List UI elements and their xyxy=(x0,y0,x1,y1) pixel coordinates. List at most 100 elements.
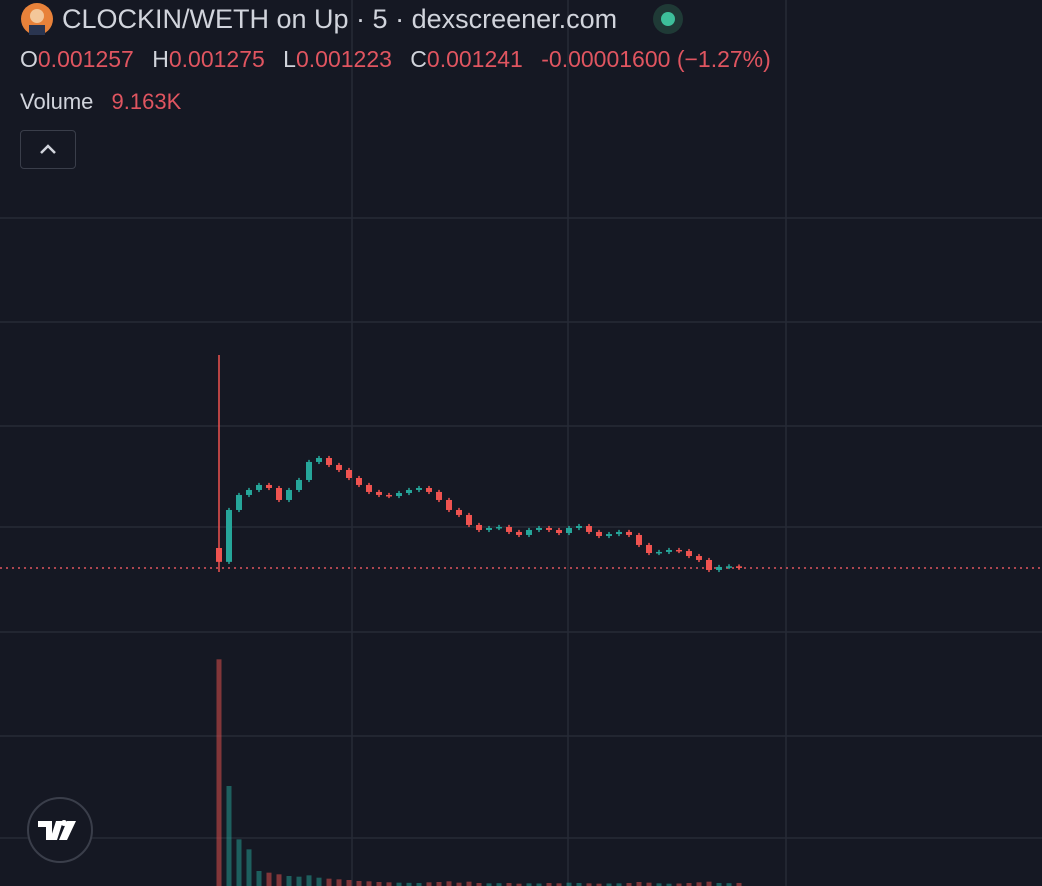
candle-body xyxy=(346,469,352,479)
volume-bar xyxy=(396,882,402,886)
candle-body xyxy=(726,566,732,568)
volume-bar xyxy=(716,883,722,886)
candle-body xyxy=(426,488,432,492)
volume-bar xyxy=(226,786,232,886)
volume-bar xyxy=(366,881,372,886)
volume-bar xyxy=(486,883,492,886)
logo-mark xyxy=(38,820,76,840)
candle-body xyxy=(366,484,372,492)
chevron-icon xyxy=(40,144,56,154)
volume-bar xyxy=(386,882,392,886)
change-pct: (−1.27%) xyxy=(676,46,771,72)
token-icon xyxy=(21,3,53,35)
candle-body xyxy=(486,528,492,530)
candle-body xyxy=(476,524,482,530)
candle-body xyxy=(576,526,582,529)
volume-bar xyxy=(516,883,522,886)
open-label: O xyxy=(20,46,38,72)
volume-bar xyxy=(736,882,742,886)
candle-body xyxy=(526,529,532,535)
candle-body xyxy=(406,489,412,494)
candle-body xyxy=(536,528,542,530)
candle-body xyxy=(376,491,382,495)
change: -0.00001600 xyxy=(541,46,671,72)
candle-body xyxy=(336,464,342,470)
candle-body xyxy=(326,458,332,465)
volume-bar xyxy=(606,883,612,886)
volume-bar xyxy=(376,882,382,886)
volume-bar xyxy=(456,882,462,886)
icon-face xyxy=(30,9,44,23)
tv-logo[interactable] xyxy=(27,797,93,863)
volume-bar xyxy=(236,839,242,886)
title: CLOCKIN/WETH on Up · 5 · dexscreener.com xyxy=(62,3,618,34)
high-value: 0.001275 xyxy=(168,46,265,72)
volume-bar xyxy=(276,874,282,886)
icon-body xyxy=(29,25,45,35)
close-label: C xyxy=(410,46,427,72)
volume-bar xyxy=(536,883,542,886)
header-title-row: CLOCKIN/WETH on Up · 5 · dexscreener.com xyxy=(20,2,685,36)
candle-body xyxy=(606,534,612,537)
volume-bar xyxy=(426,882,432,886)
low-value: 0.001223 xyxy=(295,46,392,72)
volume-bar xyxy=(326,878,332,886)
high-label: H xyxy=(152,46,169,72)
candle-body xyxy=(286,489,292,500)
candle-body xyxy=(546,528,552,530)
candle-body xyxy=(236,494,242,510)
candle-body xyxy=(266,484,272,489)
volume-bar xyxy=(686,883,692,886)
candle-body xyxy=(456,509,462,515)
volume-bar xyxy=(446,881,452,886)
volume-bar xyxy=(526,883,532,886)
volume-bar xyxy=(216,659,222,886)
candle-body xyxy=(616,531,622,535)
volume-bar xyxy=(666,883,672,886)
volume-label: Volume xyxy=(20,89,94,114)
candle-body xyxy=(516,531,522,535)
candle-body xyxy=(566,528,572,534)
candle-body xyxy=(216,548,222,562)
low-label: L xyxy=(283,46,296,72)
volume-bar xyxy=(616,883,622,886)
volume-bar xyxy=(496,883,502,886)
volume-bar xyxy=(296,876,302,886)
candle-body xyxy=(226,509,232,562)
close-value: 0.001241 xyxy=(426,46,523,72)
volume-bar xyxy=(626,883,632,886)
candle-body xyxy=(656,551,662,554)
chevron xyxy=(40,144,56,154)
candle-body xyxy=(316,458,322,462)
candle-body xyxy=(396,493,402,497)
volume-bar xyxy=(476,883,482,886)
volume-bar xyxy=(356,881,362,886)
volume-bar xyxy=(556,883,562,886)
candle-body xyxy=(736,566,742,568)
volume-bar xyxy=(676,883,682,886)
volume-bar xyxy=(636,882,642,886)
volume-bar xyxy=(576,883,582,886)
candle-body xyxy=(416,488,422,490)
candle-body xyxy=(496,526,502,529)
volume-bar xyxy=(656,883,662,886)
candle-body xyxy=(246,489,252,495)
volume-bar xyxy=(696,882,702,886)
collapse-button[interactable] xyxy=(20,130,76,169)
candle-body xyxy=(556,529,562,534)
candle-body xyxy=(356,478,362,485)
volume-bar xyxy=(546,883,552,886)
volume-bar xyxy=(286,876,292,886)
candle-body xyxy=(596,531,602,537)
volume-bar xyxy=(506,883,512,886)
open-value: 0.001257 xyxy=(37,46,134,72)
volume-bar xyxy=(316,877,322,886)
candle-body xyxy=(706,559,712,570)
ohlc-row: O0.001257 H0.001275 L0.001223 C0.001241 … xyxy=(20,46,771,73)
volume-bar xyxy=(406,882,412,886)
